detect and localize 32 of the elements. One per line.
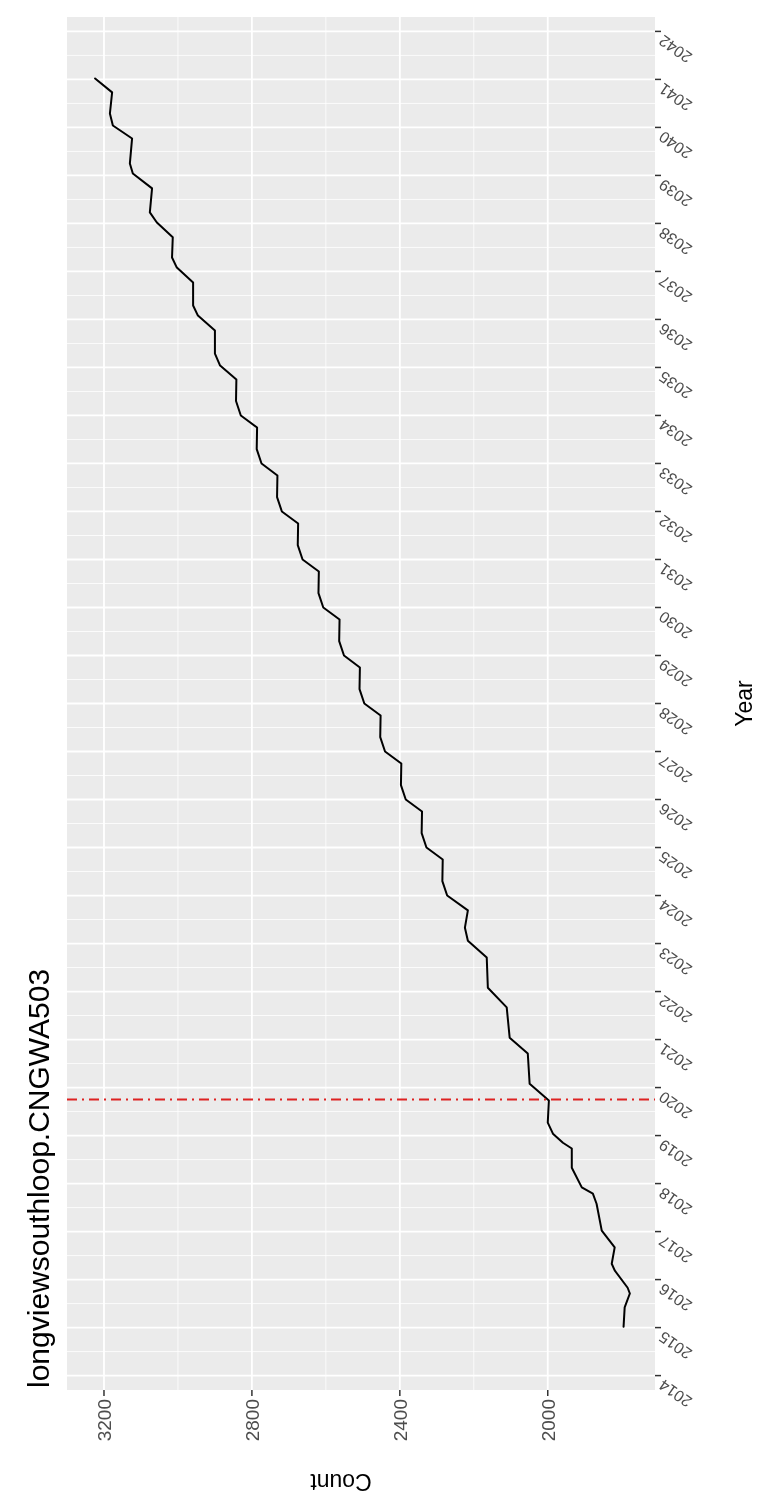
y-tick-label: 2029 — [655, 655, 695, 691]
y-tick-label: 2025 — [655, 848, 695, 883]
y-tick-label: 2016 — [655, 1280, 695, 1315]
y-tick-label: 2030 — [655, 607, 695, 643]
x-tick-label: 2000 — [537, 1399, 559, 1442]
y-tick-label: 2015 — [655, 1328, 695, 1363]
x-tick-label: 3200 — [93, 1399, 115, 1442]
y-tick-label: 2027 — [655, 751, 695, 787]
y-tick-label: 2035 — [655, 367, 695, 403]
y-tick-label: 2023 — [655, 944, 695, 979]
x-tick-label: 2400 — [389, 1399, 411, 1442]
y-tick-label: 2039 — [655, 175, 695, 211]
y-tick-label: 2037 — [655, 271, 695, 307]
y-tick-label: 2033 — [655, 463, 695, 499]
x-axis-title: Count — [309, 1469, 372, 1495]
y-tick-label: 2028 — [655, 703, 695, 739]
y-tick-label: 2019 — [655, 1136, 695, 1171]
y-tick-label: 2041 — [655, 79, 695, 115]
y-tick-label: 2026 — [655, 800, 695, 835]
y-axis-title: Year — [731, 679, 757, 727]
y-tick-label: 2036 — [655, 319, 695, 355]
y-tick-label: 2020 — [655, 1088, 695, 1123]
y-tick-label: 2018 — [655, 1184, 695, 1219]
y-tick-label: 2014 — [655, 1376, 695, 1411]
x-tick-label: 2800 — [241, 1399, 263, 1442]
y-tick-label: 2034 — [655, 415, 695, 451]
text: longviewsouthloop.CNGWA503 — [22, 968, 55, 1388]
y-tick-label: 2040 — [655, 127, 695, 163]
y-tick-label: 2024 — [655, 896, 695, 931]
y-tick-label: 2042 — [655, 31, 695, 67]
y-tick-label: 2017 — [655, 1232, 695, 1267]
y-tick-label: 2038 — [655, 223, 695, 259]
